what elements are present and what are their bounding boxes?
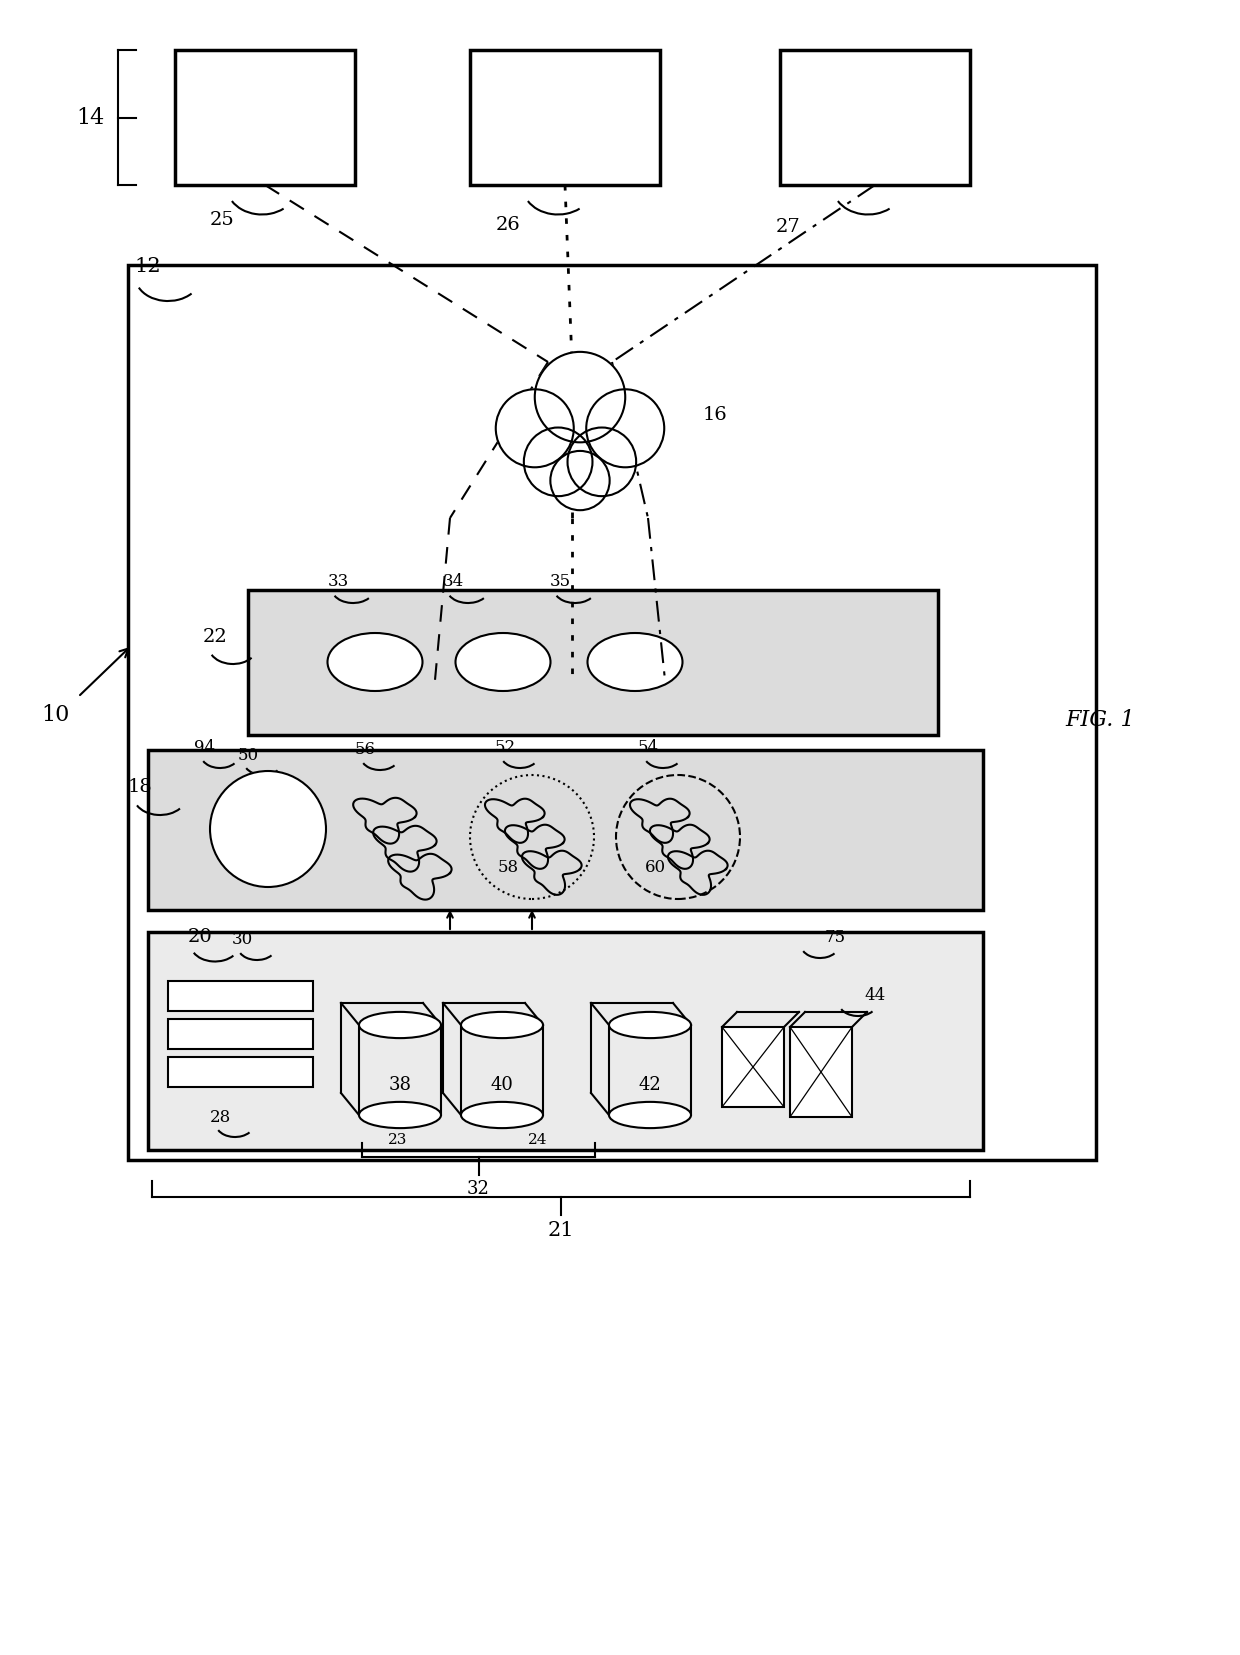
Circle shape <box>587 389 665 467</box>
Text: 75: 75 <box>825 928 846 945</box>
Text: 34: 34 <box>443 574 464 591</box>
Ellipse shape <box>588 632 682 692</box>
Text: 22: 22 <box>202 627 227 645</box>
Text: 10: 10 <box>41 703 69 727</box>
FancyArrowPatch shape <box>81 649 128 695</box>
Circle shape <box>523 427 593 496</box>
Bar <box>148 932 983 1150</box>
Circle shape <box>496 389 574 467</box>
Text: 38: 38 <box>388 1076 412 1094</box>
Text: 20: 20 <box>187 928 212 947</box>
Text: 16: 16 <box>703 405 728 424</box>
Ellipse shape <box>609 1011 691 1038</box>
Ellipse shape <box>327 632 423 692</box>
Text: 54: 54 <box>637 738 658 755</box>
Text: 32: 32 <box>467 1180 490 1198</box>
Bar <box>470 50 660 185</box>
Bar <box>175 50 355 185</box>
Text: 33: 33 <box>327 574 348 591</box>
Ellipse shape <box>461 1102 543 1129</box>
Ellipse shape <box>461 1011 543 1038</box>
Text: 52: 52 <box>495 738 516 755</box>
Bar <box>128 265 1096 1160</box>
Bar <box>148 750 983 910</box>
Ellipse shape <box>360 1102 441 1129</box>
Text: 23: 23 <box>388 1134 408 1147</box>
Circle shape <box>210 771 326 887</box>
Text: 58: 58 <box>497 859 518 875</box>
Bar <box>167 1058 312 1087</box>
Circle shape <box>534 353 625 442</box>
Bar <box>780 50 970 185</box>
Bar <box>248 589 937 735</box>
Text: 24: 24 <box>528 1134 548 1147</box>
Text: 21: 21 <box>548 1221 574 1241</box>
Ellipse shape <box>360 1011 441 1038</box>
Text: 50: 50 <box>237 746 259 763</box>
Text: 25: 25 <box>210 210 234 228</box>
Ellipse shape <box>455 632 551 692</box>
Text: 60: 60 <box>645 859 666 875</box>
Text: 26: 26 <box>496 217 521 233</box>
Circle shape <box>551 450 610 510</box>
Text: 28: 28 <box>210 1109 231 1125</box>
Text: 14: 14 <box>76 108 104 129</box>
Text: 40: 40 <box>491 1076 513 1094</box>
Text: 44: 44 <box>864 986 885 1003</box>
Text: 56: 56 <box>355 741 376 758</box>
Text: 35: 35 <box>549 574 570 591</box>
Text: FIG. 1: FIG. 1 <box>1065 708 1135 732</box>
Ellipse shape <box>609 1102 691 1129</box>
Bar <box>790 1028 852 1117</box>
Text: 42: 42 <box>639 1076 661 1094</box>
Text: 94: 94 <box>195 740 216 756</box>
Bar <box>167 1019 312 1049</box>
Bar <box>722 1028 784 1107</box>
Text: 18: 18 <box>128 778 153 796</box>
Text: 27: 27 <box>776 218 800 237</box>
Circle shape <box>568 427 636 496</box>
Text: 30: 30 <box>232 932 253 948</box>
Bar <box>167 981 312 1011</box>
Text: 12: 12 <box>135 258 161 276</box>
